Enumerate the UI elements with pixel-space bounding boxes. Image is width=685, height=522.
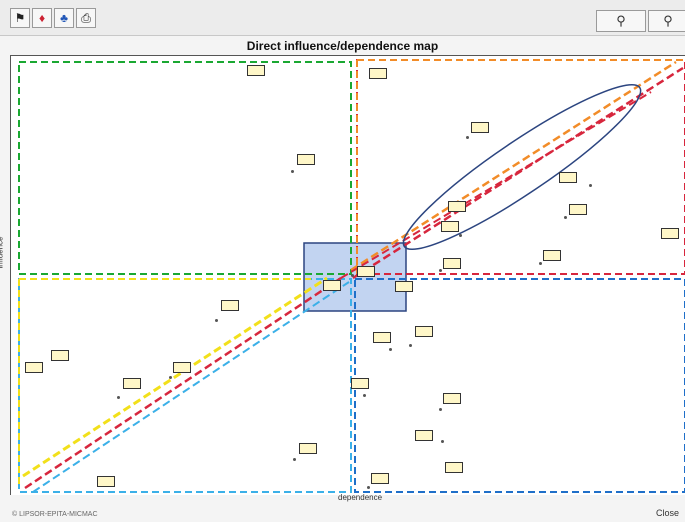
variable-marker[interactable] [173, 362, 191, 373]
variable-point [363, 394, 366, 397]
diagonal-lightblue [32, 281, 350, 493]
zoom-in-icon: ⚲ [616, 13, 626, 28]
diagonal-yellow [22, 276, 328, 478]
variable-point [441, 440, 444, 443]
variable-marker[interactable] [221, 300, 239, 311]
variable-marker[interactable] [373, 332, 391, 343]
variable-point [367, 486, 370, 489]
variable-point [539, 262, 542, 265]
footer: © LIPSOR-EPITA-MICMAC Close [0, 505, 685, 522]
variable-marker[interactable] [471, 122, 489, 133]
variable-marker[interactable] [369, 68, 387, 79]
variable-point [589, 184, 592, 187]
variable-point [389, 348, 392, 351]
variable-point [169, 376, 172, 379]
strategic-ellipse [402, 83, 642, 251]
variable-point [409, 344, 412, 347]
variable-marker[interactable] [448, 201, 466, 212]
variable-marker[interactable] [123, 378, 141, 389]
map-overlay [18, 59, 685, 493]
variable-marker[interactable] [51, 350, 69, 361]
diagonal-red-upper [352, 66, 684, 280]
variable-marker[interactable] [415, 430, 433, 441]
variable-point [564, 216, 567, 219]
variable-point [291, 170, 294, 173]
variable-point [466, 136, 469, 139]
variable-marker[interactable] [569, 204, 587, 215]
variable-point [351, 274, 354, 277]
variable-marker[interactable] [559, 172, 577, 183]
influence-icon[interactable]: ♦ [32, 8, 52, 28]
flag-icon[interactable]: ⚑ [10, 8, 30, 28]
map-title: Direct influence/dependence map [246, 39, 439, 53]
quadrant-influent [18, 61, 352, 275]
variable-marker[interactable] [441, 221, 459, 232]
variable-marker[interactable] [297, 154, 315, 165]
map-canvas[interactable] [10, 55, 685, 495]
zoom-out-button[interactable]: ⚲ [648, 10, 685, 32]
variable-point [459, 234, 462, 237]
print-icon[interactable]: ⎙ [76, 8, 96, 28]
toolbar: ⚑ ♦ ♣ ⎙ ⚲ ⚲ [0, 0, 685, 36]
variable-marker[interactable] [299, 443, 317, 454]
variable-marker[interactable] [25, 362, 43, 373]
diagonal-red-mid [340, 91, 652, 279]
variable-marker[interactable] [97, 476, 115, 487]
variable-marker[interactable] [247, 65, 265, 76]
variable-marker[interactable] [351, 378, 369, 389]
variable-marker[interactable] [415, 326, 433, 337]
y-axis-label: influence [0, 236, 5, 269]
x-axis-label: dependence [338, 493, 383, 502]
variable-marker[interactable] [371, 473, 389, 484]
variable-marker[interactable] [323, 280, 341, 291]
variable-point [439, 269, 442, 272]
variable-marker[interactable] [543, 250, 561, 261]
variable-marker[interactable] [357, 266, 375, 277]
variable-point [293, 458, 296, 461]
zoom-out-icon: ⚲ [663, 13, 673, 28]
diagonal-red-lower [24, 276, 342, 490]
close-button[interactable]: Close [655, 508, 679, 518]
copyright-text: © LIPSOR-EPITA-MICMAC [12, 511, 98, 518]
variable-marker[interactable] [443, 393, 461, 404]
variable-marker[interactable] [395, 281, 413, 292]
variable-point [117, 396, 120, 399]
variable-marker[interactable] [661, 228, 679, 239]
zoom-in-button[interactable]: ⚲ [596, 10, 646, 32]
quadrant-relay [356, 59, 685, 275]
variable-marker[interactable] [445, 462, 463, 473]
variable-marker[interactable] [443, 258, 461, 269]
variable-point [439, 408, 442, 411]
people-icon[interactable]: ♣ [54, 8, 74, 28]
variable-point [215, 319, 218, 322]
diagonal-orange-upper [350, 60, 677, 272]
